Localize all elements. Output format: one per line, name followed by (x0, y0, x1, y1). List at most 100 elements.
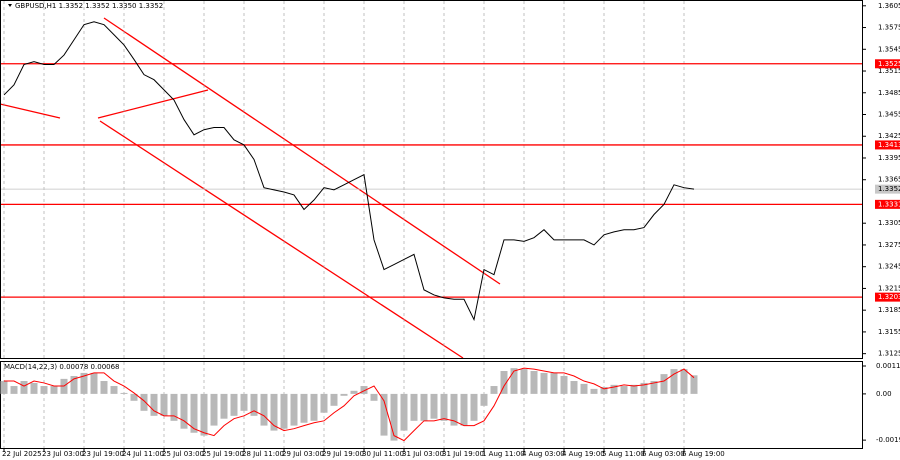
macd-bar (290, 393, 298, 426)
x-tick-label: 23 Jul 03:00 (42, 450, 84, 458)
x-tick-label: 31 Jul 19:00 (442, 450, 484, 458)
trend-lines (0, 17, 501, 359)
level-label: 1.3203 (878, 293, 900, 301)
macd-bar (230, 393, 238, 416)
level-label-box (875, 59, 900, 69)
macd-bar (670, 369, 678, 394)
macd-bar (200, 393, 208, 436)
trend-line (99, 120, 464, 359)
macd-bar (280, 393, 288, 429)
macd-bar (680, 369, 688, 394)
x-tick-label: 29 Jul 19:00 (322, 450, 364, 458)
macd-bar (260, 393, 268, 426)
macd-bar (510, 368, 518, 394)
macd-bar (140, 393, 148, 411)
y-tick-label: 1.3275 (878, 241, 900, 249)
macd-bar (520, 369, 528, 394)
macd-bar (650, 381, 658, 394)
macd-bar (630, 384, 638, 394)
macd-bar (390, 393, 398, 441)
macd-bar (330, 393, 338, 406)
x-tick-label: 1 Aug 11:00 (482, 450, 525, 458)
trend-line (97, 89, 209, 119)
y-tick-label: 1.3485 (878, 89, 900, 97)
y-tick-label: 1.3155 (878, 328, 900, 336)
macd-bar (30, 382, 38, 394)
macd-bar (300, 393, 308, 423)
macd-bar (380, 393, 388, 436)
y-tick-label: 0.00 (876, 390, 892, 398)
macd-bar (320, 393, 328, 413)
macd-bar (440, 393, 448, 421)
macd-bar (420, 393, 428, 421)
y-tick-label: 0.00117 (876, 362, 900, 370)
x-tick-label: 24 Jul 11:00 (122, 450, 164, 458)
x-tick-label: 6 Aug 19:00 (682, 450, 725, 458)
price-line (3, 21, 695, 322)
macd-bar (600, 386, 608, 394)
level-label: 1.3525 (878, 60, 900, 68)
macd-bar (150, 393, 158, 416)
macd-bar (40, 386, 48, 394)
x-tick-label: 30 Jul 11:00 (362, 450, 404, 458)
y-tick-label: 1.3215 (878, 284, 900, 292)
macd-bar (180, 393, 188, 429)
macd-bar (100, 381, 108, 394)
macd-bar (250, 393, 258, 416)
x-tick-label: 5 Aug 11:00 (602, 450, 645, 458)
macd-panel-border (0, 361, 863, 449)
macd-title: MACD(14,22,3) 0.00078 0.00068 (4, 363, 120, 371)
macd-bar (370, 393, 378, 401)
chart-title: GBPUSD,H1 1.3352 1.3352 1.3350 1.3352 (15, 2, 163, 10)
y-tick-label: -0.00194 (876, 436, 900, 444)
macd-bar (480, 393, 488, 406)
macd-bar (310, 393, 318, 421)
y-tick-label: 1.3575 (878, 24, 900, 32)
y-tick-label: 1.3455 (878, 111, 900, 119)
x-tick-label: 4 Aug 19:00 (562, 450, 605, 458)
y-tick-label: 1.3605 (878, 2, 900, 10)
x-tick-label: 23 Jul 19:00 (82, 450, 124, 458)
macd-bar (360, 386, 368, 394)
trend-line (103, 17, 501, 285)
menu-arrow (8, 4, 12, 7)
macd-bar (450, 393, 458, 426)
macd-bar (50, 386, 58, 394)
macd-bar (490, 386, 498, 394)
macd-bar (540, 372, 548, 394)
macd-bar (80, 372, 88, 394)
macd-bar (160, 393, 168, 416)
macd-bar (20, 381, 28, 394)
macd-bar (10, 386, 18, 394)
macd-bar (500, 371, 508, 394)
x-tick-label: 22 Jul 2025 (2, 450, 42, 458)
macd-bar (340, 393, 348, 396)
macd-bar (590, 388, 598, 394)
macd-bar (0, 381, 8, 394)
y-tick-label: 1.3515 (878, 67, 900, 75)
macd-bar (170, 393, 178, 421)
macd-bar (430, 393, 438, 419)
y-tick-label: 1.3305 (878, 219, 900, 227)
macd-bar (570, 381, 578, 394)
macd-bar (470, 393, 478, 421)
macd-bar (110, 386, 118, 394)
macd-bar (610, 384, 618, 394)
last-price-box (875, 184, 900, 194)
y-tick-label: 1.3185 (878, 306, 900, 314)
y-tick-label: 1.3395 (878, 154, 900, 162)
signal-line (4, 367, 695, 442)
macd-bar (400, 393, 408, 431)
macd-bar (410, 393, 418, 421)
macd-bar (460, 393, 468, 426)
level-label: 1.3413 (878, 141, 900, 149)
macd-bar (120, 392, 128, 394)
macd-bar (350, 390, 358, 394)
y-tick-label: 1.3545 (878, 45, 900, 53)
x-tick-label: 6 Aug 03:00 (642, 450, 685, 458)
x-tick-label: 31 Jul 03:00 (402, 450, 444, 458)
